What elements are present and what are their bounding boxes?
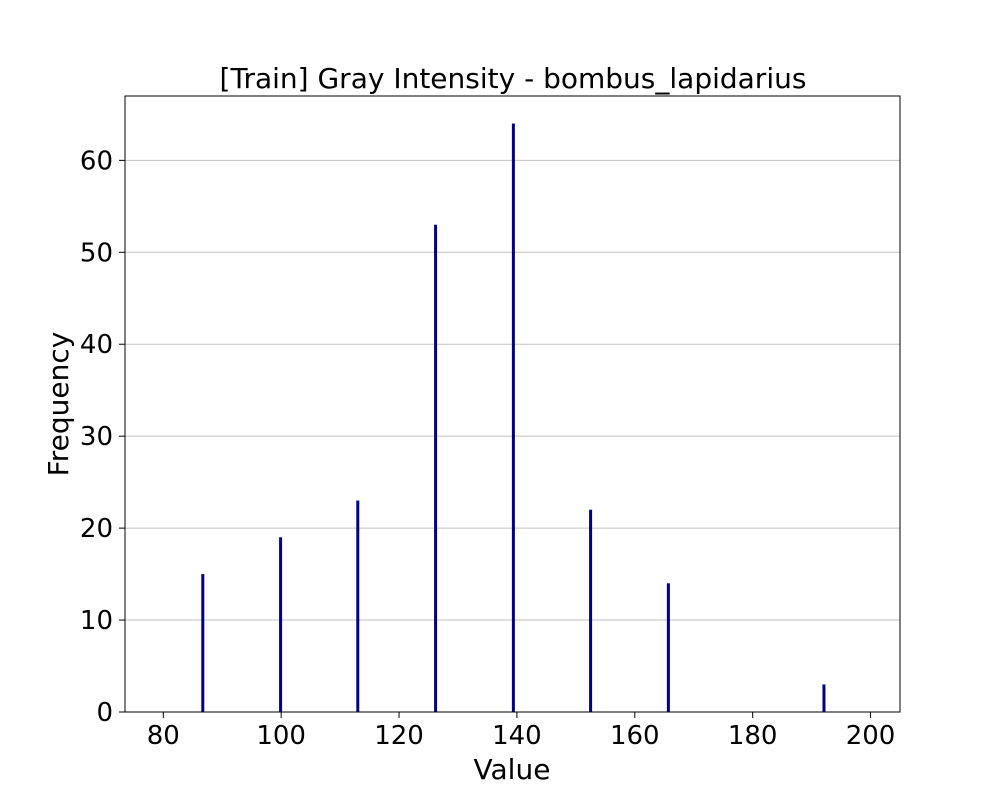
bars bbox=[201, 123, 826, 712]
y-tick-label: 20 bbox=[80, 514, 113, 544]
histogram-bar bbox=[589, 509, 593, 712]
y-tick-label: 40 bbox=[80, 330, 113, 360]
x-axis-label: Value bbox=[474, 753, 551, 786]
histogram-bar bbox=[822, 684, 826, 712]
x-tick-label: 100 bbox=[256, 721, 306, 751]
histogram-bar bbox=[356, 500, 360, 712]
histogram-bar bbox=[434, 224, 438, 712]
x-tick-label: 160 bbox=[610, 721, 660, 751]
x-tick-label: 120 bbox=[374, 721, 424, 751]
histogram-bar bbox=[201, 574, 205, 712]
x-tick-label: 180 bbox=[728, 721, 778, 751]
histogram-bar bbox=[279, 537, 283, 712]
histogram-bar bbox=[666, 583, 670, 712]
y-tick-label: 50 bbox=[80, 238, 113, 268]
y-tick-label: 10 bbox=[80, 606, 113, 636]
y-tick-label: 60 bbox=[80, 146, 113, 176]
x-tick-label: 200 bbox=[846, 721, 896, 751]
y-axis-ticks: 0 10 20 30 40 50 60 bbox=[80, 146, 125, 728]
plot-frame bbox=[124, 95, 901, 713]
x-axis-ticks: 80 100 120 140 160 180 200 bbox=[147, 712, 896, 751]
y-tick-label: 30 bbox=[80, 422, 113, 452]
x-tick-label: 80 bbox=[147, 721, 180, 751]
y-axis-label: Frequency bbox=[42, 332, 75, 477]
chart-title: [Train] Gray Intensity - bombus_lapidari… bbox=[220, 62, 807, 95]
y-tick-label: 0 bbox=[96, 698, 113, 728]
histogram-bar bbox=[511, 123, 515, 712]
x-tick-label: 140 bbox=[492, 721, 542, 751]
